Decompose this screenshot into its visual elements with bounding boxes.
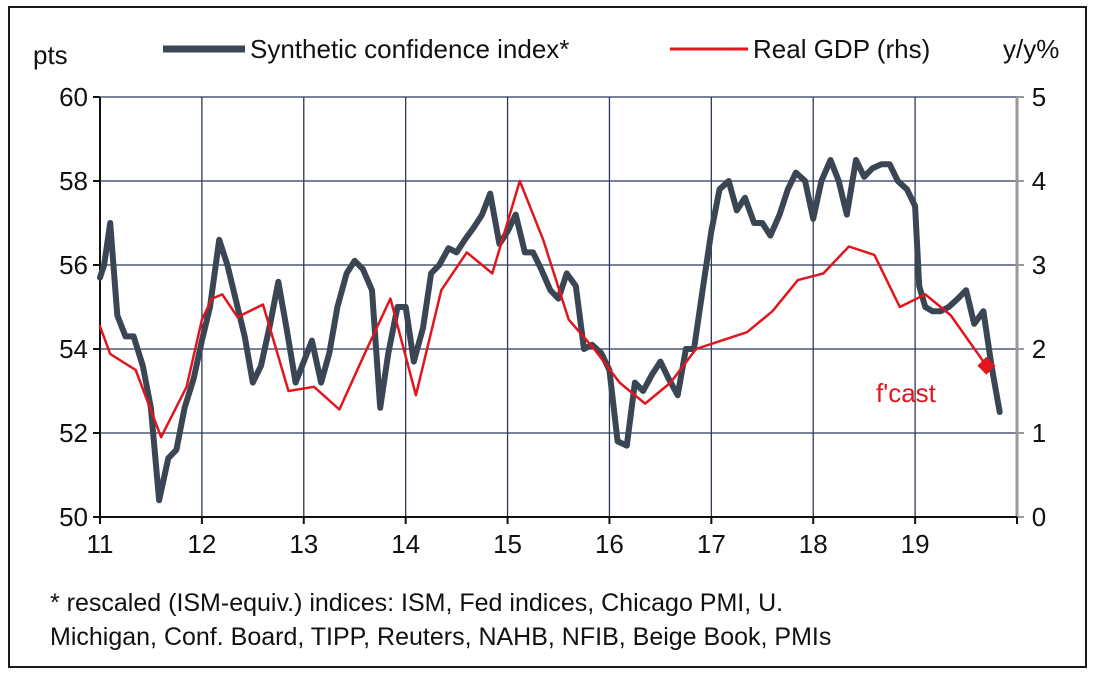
axes [99,97,1019,518]
left-tick-label: 58 [59,166,88,196]
x-tick-label: 11 [87,529,114,559]
chart-frame [8,6,1087,668]
series-line-confidence-index [97,157,1003,504]
right-tick-label: 2 [1032,334,1046,364]
right-tick-label: 4 [1032,166,1046,196]
right-tick-label: 1 [1032,418,1046,448]
left-tick-label: 60 [59,82,88,112]
x-tick-label: 18 [799,529,828,559]
footnote-line-2: Michigan, Conf. Board, TIPP, Reuters, NA… [50,623,832,651]
forecast-annotation: f'cast [876,378,937,408]
right-axis-unit-label: y/y% [1003,34,1059,64]
x-tick-label: 15 [493,529,522,559]
left-tick-label: 50 [59,502,88,532]
legend: Synthetic confidence index* Real GDP (rh… [163,34,930,64]
right-tick-label: 0 [1032,502,1046,532]
x-tick-label: 13 [289,529,318,559]
series-lines [97,157,1003,504]
x-tick-label: 19 [901,529,930,559]
right-tick-label: 3 [1032,250,1046,280]
x-tick-label: 14 [391,529,420,559]
x-tick-label: 16 [595,529,624,559]
forecast-marker [977,356,996,375]
footnote-line-1: * rescaled (ISM-equiv.) indices: ISM, Fe… [50,589,784,617]
right-tick-label: 5 [1032,82,1046,112]
left-tick-label: 56 [59,250,88,280]
legend-label-confidence: Synthetic confidence index* [250,34,569,64]
left-axis-unit-label: pts [33,40,68,70]
series-line-real-gdp [98,179,988,439]
x-tick-label: 12 [187,529,216,559]
x-axis-ticks: 11 12 13 14 15 16 17 18 19 [87,517,1018,559]
legend-label-gdp: Real GDP (rhs) [753,34,930,64]
left-tick-label: 52 [59,418,88,448]
x-tick-label: 17 [697,529,726,559]
left-tick-label: 54 [59,334,88,364]
right-axis-ticks: 0 1 2 3 4 5 [1017,82,1046,532]
left-axis-ticks: 50 52 54 56 58 60 [59,82,100,532]
